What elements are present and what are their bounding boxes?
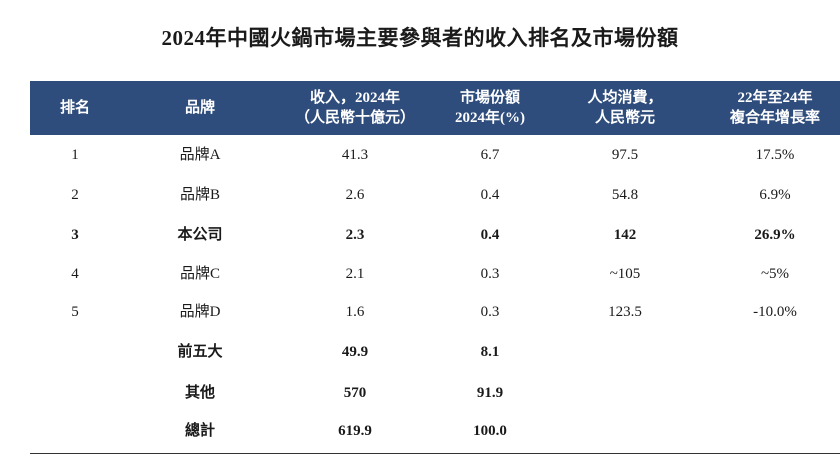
cell-per-capita: 142 (613, 227, 637, 243)
header-share-line1: 市場份額 (459, 90, 520, 106)
cell-cagr: 26.9% (754, 227, 796, 243)
header-cagr: 22年至24年 複合年增長率 (700, 81, 840, 135)
header-revenue-line1: 收入，2024年 (309, 90, 400, 106)
cell-brand: 品牌A (179, 147, 221, 163)
cell-share: 0.4 (480, 227, 500, 243)
cell-revenue: 2.6 (345, 187, 365, 203)
cell-revenue: 2.3 (345, 227, 365, 243)
cell-brand: 本公司 (177, 227, 223, 243)
summary-row: 其他 570 91.9 (30, 378, 840, 408)
cell-cagr: -10.0% (753, 304, 797, 320)
cell-revenue: 41.3 (341, 147, 369, 163)
header-per-capita-line1: 人均消費， (587, 90, 663, 106)
cell-share: 0.3 (480, 304, 500, 320)
cell-share: 0.4 (480, 187, 500, 203)
header-rank: 排名 (30, 81, 120, 135)
table-row-highlight: 3 本公司 2.3 0.4 142 26.9% (30, 220, 840, 250)
cell-per-capita: 54.8 (611, 187, 639, 203)
summary-revenue: 619.9 (338, 423, 372, 439)
summary-share: 8.1 (480, 344, 500, 360)
cell-per-capita: ~105 (609, 266, 641, 282)
cell-share: 0.3 (480, 266, 500, 282)
header-revenue: 收入，2024年 （人民幣十億元） (280, 81, 430, 135)
summary-share: 91.9 (476, 385, 504, 401)
header-share: 市場份額 2024年(%) (430, 81, 550, 135)
summary-revenue: 49.9 (341, 344, 369, 360)
header-revenue-line2: （人民幣十億元） (294, 110, 415, 126)
header-cagr-line2: 複合年增長率 (729, 110, 820, 126)
cell-revenue: 1.6 (345, 304, 365, 320)
summary-label: 總計 (184, 423, 215, 439)
header-brand-label: 品牌 (184, 100, 215, 116)
summary-share: 100.0 (473, 423, 507, 439)
cell-brand: 品牌B (179, 187, 220, 203)
table-bottom-rule (30, 453, 840, 454)
header-per-capita-line2: 人民幣元 (594, 110, 655, 126)
summary-revenue: 570 (343, 385, 367, 401)
summary-row: 前五大 49.9 8.1 (30, 337, 840, 367)
cell-share: 6.7 (480, 147, 500, 163)
header-rank-label: 排名 (59, 100, 90, 116)
table-title: 2024年中國火鍋市場主要參與者的收入排名及市場份額 (161, 26, 679, 50)
cell-per-capita: 123.5 (608, 304, 642, 320)
header-cagr-line1: 22年至24年 (737, 90, 813, 106)
cell-rank: 1 (71, 147, 79, 163)
cell-cagr: 6.9% (759, 187, 791, 203)
table-row: 1 品牌A 41.3 6.7 97.5 17.5% (30, 140, 840, 170)
cell-rank: 2 (71, 187, 79, 203)
table-row: 5 品牌D 1.6 0.3 123.5 -10.0% (30, 297, 840, 327)
cell-per-capita: 97.5 (611, 147, 639, 163)
table-row: 2 品牌B 2.6 0.4 54.8 6.9% (30, 180, 840, 210)
cell-brand: 品牌D (179, 304, 221, 320)
cell-rank: 4 (71, 266, 79, 282)
header-brand: 品牌 (120, 81, 280, 135)
cell-cagr: ~5% (760, 266, 790, 282)
header-share-line2: 2024年(%) (455, 110, 525, 126)
cell-rank: 3 (71, 227, 79, 243)
cell-brand: 品牌C (179, 266, 220, 282)
header-per-capita: 人均消費， 人民幣元 (550, 81, 700, 135)
summary-label: 其他 (184, 385, 215, 401)
cell-revenue: 2.1 (345, 266, 365, 282)
summary-label: 前五大 (177, 344, 223, 360)
cell-cagr: 17.5% (755, 147, 795, 163)
table-header: 排名 品牌 收入，2024年 （人民幣十億元） 市場份額 2024年(%) 人均… (30, 81, 840, 135)
summary-row-total: 總計 619.9 100.0 (30, 416, 840, 446)
cell-rank: 5 (71, 304, 79, 320)
table-row: 4 品牌C 2.1 0.3 ~105 ~5% (30, 259, 840, 289)
